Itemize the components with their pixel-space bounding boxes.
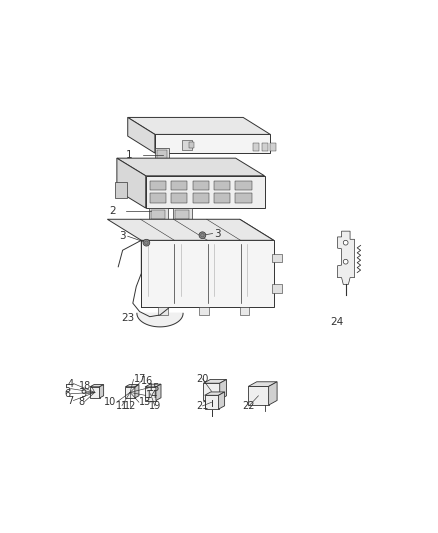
Polygon shape <box>117 158 265 176</box>
Bar <box>193 193 209 203</box>
Polygon shape <box>90 384 104 387</box>
Polygon shape <box>173 208 191 221</box>
Circle shape <box>343 260 348 264</box>
Bar <box>175 211 189 219</box>
Polygon shape <box>240 306 249 315</box>
Bar <box>150 193 166 203</box>
Text: 10: 10 <box>104 397 117 407</box>
Bar <box>214 193 230 203</box>
Polygon shape <box>107 219 274 240</box>
Bar <box>171 181 187 190</box>
Text: 13: 13 <box>139 397 151 407</box>
Bar <box>253 143 259 151</box>
Bar <box>270 143 276 151</box>
Polygon shape <box>156 384 161 400</box>
Polygon shape <box>220 379 226 400</box>
Bar <box>262 143 268 151</box>
Polygon shape <box>128 117 270 134</box>
Text: 9: 9 <box>81 389 87 399</box>
Bar <box>151 211 165 219</box>
Bar <box>150 181 166 190</box>
Polygon shape <box>128 117 155 153</box>
Polygon shape <box>205 392 225 395</box>
Polygon shape <box>248 386 268 405</box>
Polygon shape <box>145 387 156 400</box>
Text: 23: 23 <box>121 313 134 322</box>
Text: 14: 14 <box>146 391 158 400</box>
Text: 2: 2 <box>109 206 116 216</box>
Polygon shape <box>203 379 226 383</box>
Text: 7: 7 <box>67 395 74 406</box>
Bar <box>235 193 251 203</box>
Text: 3: 3 <box>214 229 221 239</box>
Polygon shape <box>149 208 168 221</box>
Bar <box>272 285 282 293</box>
Polygon shape <box>125 384 139 387</box>
Polygon shape <box>146 176 265 208</box>
Polygon shape <box>219 392 225 409</box>
Bar <box>193 181 209 190</box>
Text: 16: 16 <box>141 376 154 386</box>
Text: 21: 21 <box>196 401 208 411</box>
Text: 3: 3 <box>120 231 126 241</box>
Text: 17: 17 <box>134 375 146 384</box>
Text: 4: 4 <box>67 378 74 389</box>
Polygon shape <box>248 382 277 386</box>
Bar <box>272 254 282 262</box>
Text: 18: 18 <box>79 381 92 391</box>
Polygon shape <box>338 231 354 285</box>
Text: 11: 11 <box>116 401 128 410</box>
Polygon shape <box>99 384 104 398</box>
Text: 8: 8 <box>78 397 85 407</box>
Polygon shape <box>240 219 274 306</box>
Polygon shape <box>137 313 183 327</box>
Polygon shape <box>90 387 99 398</box>
Polygon shape <box>203 383 220 400</box>
Polygon shape <box>199 306 208 315</box>
Text: 6: 6 <box>64 389 71 399</box>
Polygon shape <box>135 384 139 398</box>
Polygon shape <box>268 382 277 405</box>
Polygon shape <box>125 387 135 398</box>
Polygon shape <box>145 384 161 387</box>
Bar <box>182 140 191 150</box>
Bar <box>235 181 251 190</box>
Text: 22: 22 <box>243 401 255 411</box>
Text: 15: 15 <box>148 383 160 393</box>
Text: 12: 12 <box>124 401 136 411</box>
Circle shape <box>199 232 206 239</box>
Polygon shape <box>155 148 169 160</box>
Polygon shape <box>158 306 168 315</box>
Polygon shape <box>156 150 167 159</box>
Text: 5: 5 <box>64 384 71 394</box>
Polygon shape <box>115 182 127 198</box>
Circle shape <box>343 240 348 245</box>
Bar <box>189 142 194 148</box>
Polygon shape <box>155 134 270 153</box>
Bar <box>214 181 230 190</box>
Text: 19: 19 <box>149 401 161 411</box>
Circle shape <box>143 239 150 246</box>
Polygon shape <box>141 240 274 306</box>
Bar <box>171 193 187 203</box>
Text: 20: 20 <box>196 374 208 384</box>
Text: 24: 24 <box>330 317 343 327</box>
Text: 1: 1 <box>126 150 133 160</box>
Polygon shape <box>205 395 219 409</box>
Polygon shape <box>117 158 146 208</box>
